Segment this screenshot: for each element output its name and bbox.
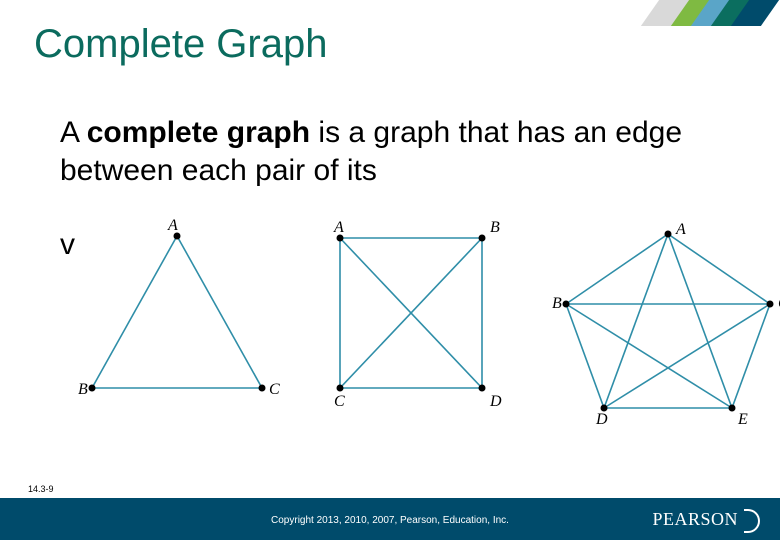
graph-vertex xyxy=(767,301,774,308)
complete-graph: ABCDE xyxy=(548,218,780,428)
vertex-label: D xyxy=(489,393,502,410)
vertex-label: B xyxy=(78,381,88,398)
graph-edge xyxy=(566,304,732,408)
graph-edge xyxy=(566,234,668,304)
graph-vertex xyxy=(337,385,344,392)
graph-edge xyxy=(177,236,262,388)
text-bold: complete graph xyxy=(87,116,310,149)
vertex-label: C xyxy=(269,381,280,398)
vertex-label: B xyxy=(490,219,500,236)
logo-text: PEARSON xyxy=(652,509,738,530)
graph-edge xyxy=(566,304,604,408)
graph-vertex xyxy=(89,385,96,392)
definition-text: A complete graph is a graph that has an … xyxy=(60,114,730,189)
vertex-label: D xyxy=(595,411,608,428)
graph-edge xyxy=(604,234,668,408)
text-pre: A xyxy=(60,116,87,149)
vertex-label: A xyxy=(167,218,178,234)
graph-edge xyxy=(92,236,177,388)
slide-number: 14.3-9 xyxy=(28,484,54,494)
graph-edge xyxy=(668,234,770,304)
corner-accent xyxy=(650,0,780,26)
graph-vertex xyxy=(259,385,266,392)
complete-graph: A B C xyxy=(72,218,282,418)
pearson-logo: PEARSON xyxy=(652,506,762,532)
graph-vertex xyxy=(563,301,570,308)
vertex-label: A xyxy=(333,219,344,236)
graph-edge xyxy=(604,304,770,408)
vertex-label: C xyxy=(334,393,345,410)
vertex-label: E xyxy=(737,411,748,428)
graph-vertex xyxy=(665,231,672,238)
graph-vertex xyxy=(479,235,486,242)
graph-diagrams-container: ABCABCDABCDE xyxy=(50,218,770,438)
graph-vertex xyxy=(729,405,736,412)
graph-vertex xyxy=(479,385,486,392)
graph-edge xyxy=(732,304,770,408)
slide-title: Complete Graph xyxy=(34,22,327,67)
graph-edge xyxy=(668,234,732,408)
logo-icon xyxy=(742,506,762,532)
complete-graph: A B C D xyxy=(312,218,512,418)
vertex-label: A xyxy=(675,221,686,238)
vertex-label: B xyxy=(552,295,562,312)
